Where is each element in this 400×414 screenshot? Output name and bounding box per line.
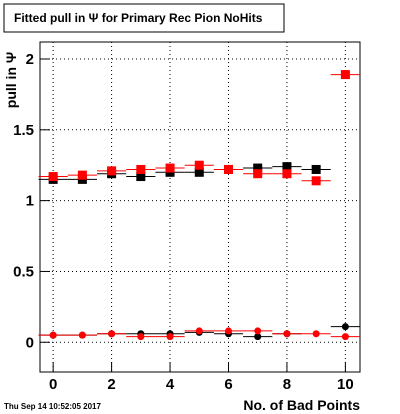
marker xyxy=(312,330,320,338)
marker xyxy=(253,169,263,179)
marker xyxy=(78,331,86,339)
x-tick-label: 4 xyxy=(166,376,175,393)
marker xyxy=(77,170,87,180)
y-tick-label: 2 xyxy=(26,51,34,68)
marker xyxy=(311,176,321,186)
x-tick-label: 8 xyxy=(283,376,291,393)
marker xyxy=(341,323,349,331)
marker xyxy=(341,333,349,341)
timestamp: Thu Sep 14 10:52:05 2017 xyxy=(4,402,101,411)
y-axis-label: pull in Ψ xyxy=(3,52,19,108)
chart-title: Fitted pull in Ψ for Primary Rec Pion No… xyxy=(14,11,263,25)
y-tick-label: 0.5 xyxy=(13,263,34,280)
marker xyxy=(282,169,292,179)
marker xyxy=(311,164,321,174)
marker xyxy=(283,330,291,338)
marker xyxy=(108,330,116,338)
marker xyxy=(136,172,146,182)
marker xyxy=(195,327,203,335)
marker xyxy=(136,164,146,174)
plot-frame xyxy=(39,41,361,373)
marker xyxy=(137,333,145,341)
y-tick-label: 1.5 xyxy=(13,122,34,139)
marker xyxy=(194,167,204,177)
marker xyxy=(165,163,175,173)
x-axis-label: No. of Bad Points xyxy=(243,397,360,413)
marker xyxy=(254,327,262,335)
marker xyxy=(224,327,232,335)
marker xyxy=(253,163,263,173)
marker xyxy=(282,162,292,172)
marker xyxy=(49,331,57,339)
x-tick-label: 6 xyxy=(224,376,232,393)
marker xyxy=(107,166,117,176)
y-tick-label: 0 xyxy=(26,334,34,351)
marker xyxy=(166,333,174,341)
x-tick-label: 10 xyxy=(337,376,354,393)
marker xyxy=(194,160,204,170)
title-box xyxy=(3,3,285,33)
marker xyxy=(48,172,58,182)
x-tick-label: 0 xyxy=(49,376,57,393)
marker xyxy=(254,333,262,341)
marker xyxy=(223,164,233,174)
x-tick-label: 2 xyxy=(107,376,115,393)
y-tick-label: 1 xyxy=(26,193,34,210)
marker xyxy=(340,70,350,80)
